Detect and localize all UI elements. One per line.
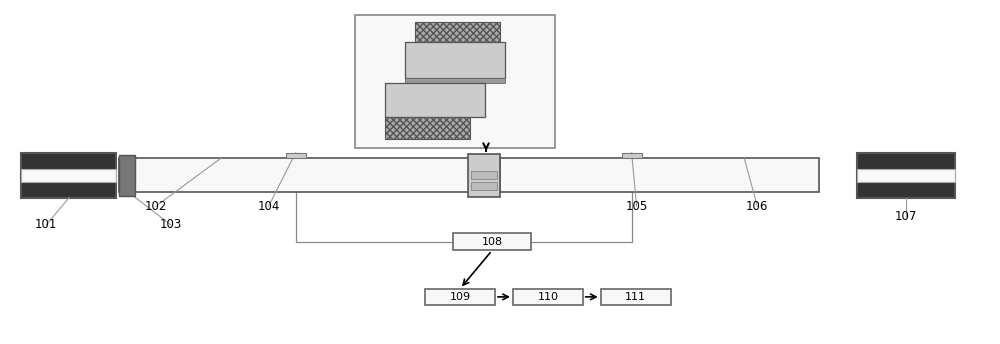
Text: 105: 105 <box>625 200 648 213</box>
Bar <box>468 154 500 196</box>
Bar <box>21 169 116 182</box>
Text: 109: 109 <box>450 292 471 302</box>
Text: 110: 110 <box>537 292 558 302</box>
Bar <box>471 182 497 190</box>
Text: 103: 103 <box>160 218 182 232</box>
Bar <box>857 153 955 197</box>
Text: 107: 107 <box>895 210 917 223</box>
Text: 104: 104 <box>257 200 280 213</box>
Bar <box>453 234 531 250</box>
Bar <box>415 22 500 42</box>
Text: 108: 108 <box>481 237 503 247</box>
Bar <box>385 83 485 117</box>
Bar <box>355 15 555 148</box>
Bar <box>405 42 505 78</box>
Text: 102: 102 <box>145 200 167 213</box>
Bar <box>500 158 819 193</box>
Bar <box>21 153 116 197</box>
Bar <box>601 289 671 305</box>
Bar <box>857 169 955 182</box>
Bar <box>471 171 497 179</box>
Text: 111: 111 <box>625 292 646 302</box>
Bar <box>119 158 470 193</box>
Bar <box>405 78 505 83</box>
Bar <box>286 153 306 158</box>
Bar <box>622 153 642 158</box>
Bar <box>513 289 583 305</box>
Text: 101: 101 <box>35 218 57 232</box>
Bar <box>119 155 135 196</box>
Bar <box>425 289 495 305</box>
Bar <box>385 117 470 139</box>
Text: 106: 106 <box>746 200 768 213</box>
